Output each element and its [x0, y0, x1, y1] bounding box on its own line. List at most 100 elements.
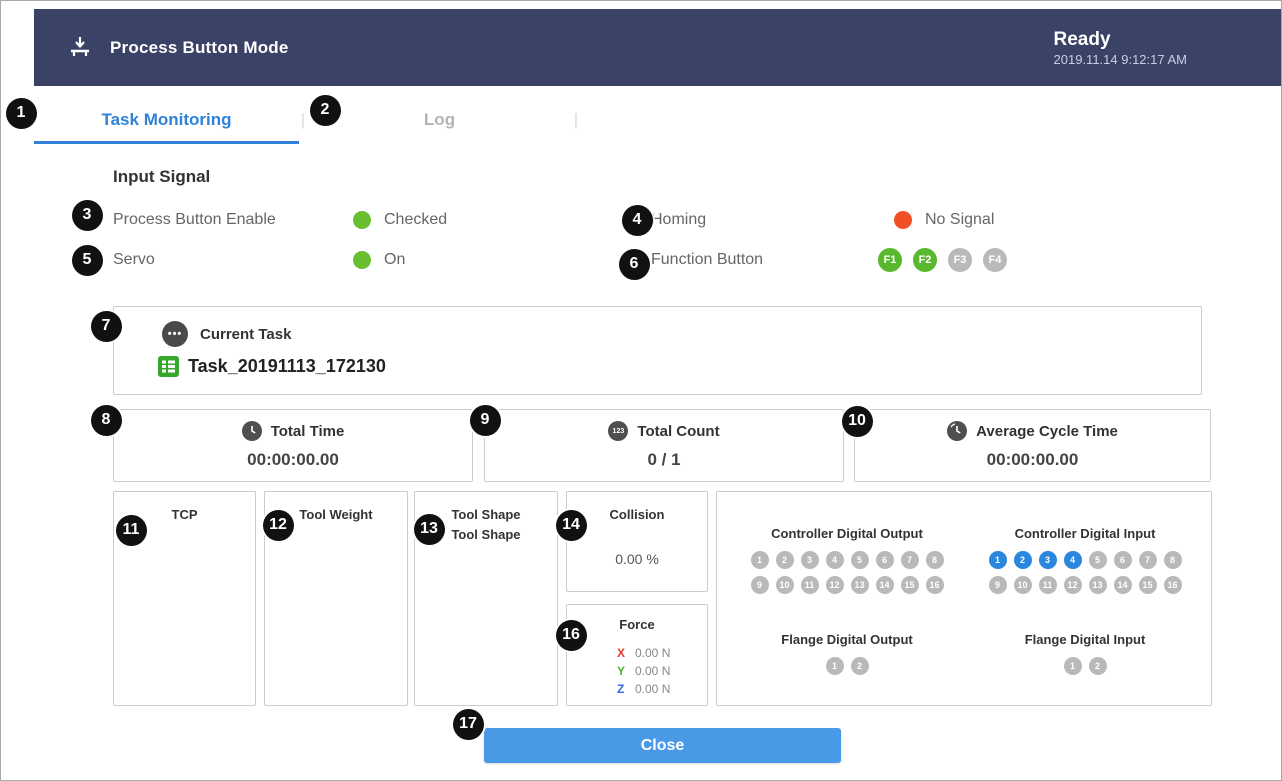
controller-digital-input: Controller Digital Input 1 2 3 4 5 6 7 8 9 10 11 12… [967, 526, 1203, 594]
io-indicator-1: 1 [825, 657, 844, 675]
collision-title: Collision [609, 507, 665, 522]
signal-state: No Signal [925, 211, 995, 228]
signal-state: Checked [384, 211, 448, 228]
function-button-f2-indicator: F2 [913, 248, 937, 272]
stat-label: Total Count [637, 422, 720, 440]
callout-badge-13: 13 [413, 513, 445, 545]
io-title: Controller Digital Input [1014, 526, 1156, 541]
io-indicator-9: 9 [988, 576, 1007, 594]
signal-label: Homing [651, 211, 707, 228]
signal-function-button: Function Button F1 F2 F3 F4 [651, 247, 1007, 273]
force-rows: X 0.00 N Y 0.00 N Z 0.00 N [567, 635, 707, 698]
io-indicator-16: 16 [925, 576, 944, 594]
io-indicator-14: 14 [1113, 576, 1132, 594]
io-indicator-2: 2 [1013, 551, 1032, 569]
page-title: Process Button Mode [110, 37, 289, 57]
current-task-label: Current Task [200, 325, 292, 343]
io-indicator-2: 2 [850, 657, 869, 675]
io-indicator-10: 10 [1013, 576, 1032, 594]
stat-label: Average Cycle Time [976, 422, 1118, 440]
function-button-f4-indicator: F4 [983, 248, 1007, 272]
signal-servo: Servo On [113, 247, 405, 273]
io-indicator-6: 6 [1113, 551, 1132, 569]
io-indicator-3: 3 [800, 551, 819, 569]
signal-label: Function Button [651, 251, 764, 268]
callout-badge-17: 17 [452, 708, 484, 740]
force-axis-y-row: Y 0.00 N [617, 663, 671, 678]
current-task-row: Task_20191113_172130 [114, 347, 1201, 377]
cycle-clock-icon [947, 421, 968, 441]
io-indicator-2: 2 [775, 551, 794, 569]
io-indicator-5: 5 [850, 551, 869, 569]
close-button[interactable]: Close [484, 728, 841, 763]
callout-badge-2: 2 [309, 94, 341, 126]
current-task-name: Task_20191113_172130 [188, 356, 386, 376]
clock-icon [241, 421, 262, 441]
io-indicator-2: 2 [1088, 657, 1107, 675]
io-indicator-8: 8 [925, 551, 944, 569]
collision-value: 0.00 % [615, 550, 659, 567]
current-task-card: ••• Current Task Task_20191113_172130 [113, 306, 1202, 395]
average-cycle-time-card: Average Cycle Time 00:00:00.00 [854, 409, 1211, 482]
signal-label: Servo [113, 251, 155, 268]
digital-io-panel: Controller Digital Output 1 2 3 4 5 6 7 8 9 10 11 1… [716, 491, 1212, 706]
stat-head: 123 Total Count [485, 410, 843, 441]
io-indicator-16: 16 [1163, 576, 1182, 594]
ellipsis-icon: ••• [162, 321, 188, 347]
force-card: Force X 0.00 N Y 0.00 N Z 0.00 N [566, 604, 708, 706]
callout-badge-3: 3 [71, 199, 103, 231]
force-axis-x-row: X 0.00 N [617, 645, 671, 660]
io-indicator-8: 8 [1163, 551, 1182, 569]
io-indicator-15: 15 [900, 576, 919, 594]
status-dot-red-icon [894, 211, 912, 229]
signal-process-button-enable: Process Button Enable Checked [113, 207, 447, 233]
callout-badge-6: 6 [618, 248, 650, 280]
force-title: Force [619, 617, 655, 632]
io-indicator-6: 6 [875, 551, 894, 569]
status-dot-green-icon [353, 211, 371, 229]
tab-separator: | [573, 110, 579, 129]
datetime: 2019.11.14 9:12:17 AM [1053, 51, 1187, 67]
tcp-title: TCP [171, 507, 198, 522]
io-indicator-3: 3 [1038, 551, 1057, 569]
io-indicator-1: 1 [988, 551, 1007, 569]
tool-shape-title-2: Tool Shape [451, 526, 521, 542]
callout-badge-10: 10 [841, 405, 873, 437]
signal-label: Process Button Enable [113, 211, 276, 228]
callout-badge-4: 4 [621, 204, 653, 236]
current-task-header: ••• Current Task [114, 307, 1201, 347]
io-title: Controller Digital Output [771, 526, 923, 541]
io-indicator-12: 12 [1063, 576, 1082, 594]
io-indicator-1: 1 [1063, 657, 1082, 675]
io-indicator-5: 5 [1088, 551, 1107, 569]
signal-state: On [384, 251, 406, 268]
function-button-f1-indicator: F1 [878, 248, 902, 272]
io-indicator-4: 4 [825, 551, 844, 569]
average-cycle-time-value: 00:00:00.00 [986, 450, 1079, 469]
controller-digital-output-grid: 1 2 3 4 5 6 7 8 9 10 11 12 13 14 15 16 [744, 551, 951, 594]
io-indicator-7: 7 [900, 551, 919, 569]
io-indicator-10: 10 [775, 576, 794, 594]
tab-task-monitoring[interactable]: Task Monitoring [34, 96, 299, 144]
io-title: Flange Digital Input [1024, 632, 1146, 647]
callout-badge-16: 16 [555, 619, 587, 651]
force-axis-z-row: Z 0.00 N [617, 681, 671, 696]
status-dot-green-icon [353, 251, 371, 269]
io-title: Flange Digital Output [781, 632, 913, 647]
process-button-mode-icon [66, 34, 94, 62]
tab-log[interactable]: Log [423, 110, 456, 129]
callout-badge-5: 5 [71, 244, 103, 276]
io-indicator-11: 11 [1038, 576, 1057, 594]
io-indicator-11: 11 [800, 576, 819, 594]
io-indicator-15: 15 [1138, 576, 1157, 594]
total-time-card: Total Time 00:00:00.00 [113, 409, 473, 482]
signal-homing: Homing No Signal [651, 207, 994, 233]
io-indicator-13: 13 [850, 576, 869, 594]
tool-weight-title: Tool Weight [299, 507, 373, 522]
header-status-block: Ready 2019.11.14 9:12:17 AM [1054, 28, 1281, 67]
callout-badge-14: 14 [555, 509, 587, 541]
